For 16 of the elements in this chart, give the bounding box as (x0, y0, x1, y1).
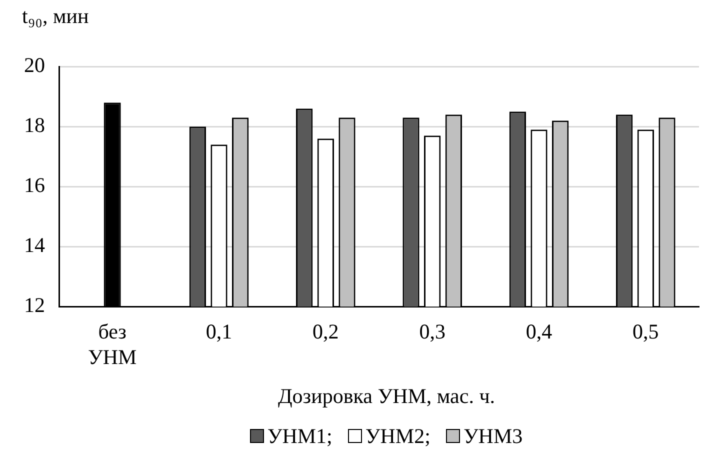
x-tick-label: 0,2 (312, 320, 339, 344)
x-tick-label: 0,5 (632, 320, 659, 344)
x-axis-title: Дозировка УНМ, мас. ч. (276, 384, 496, 409)
x-tick-label: 0,3 (419, 320, 446, 344)
series-label: УНМ2; (364, 424, 430, 448)
x-tick-label: без УНМ (88, 320, 138, 369)
x-tick-label: 0,1 (206, 320, 232, 344)
legend-label: УНМ1; (266, 424, 332, 448)
x-tick-label: 0,4 (526, 320, 553, 344)
y-tick-label: 18 (24, 113, 45, 138)
y-tick-label: 12 (24, 293, 45, 318)
y-tick-label: 20 (24, 53, 45, 78)
y-tick-label: 14 (24, 233, 46, 258)
legend-label: УНМ3 (462, 424, 523, 448)
y-tick-label: 16 (24, 173, 45, 198)
y-axis-title: t₉₀, мин (22, 4, 89, 29)
